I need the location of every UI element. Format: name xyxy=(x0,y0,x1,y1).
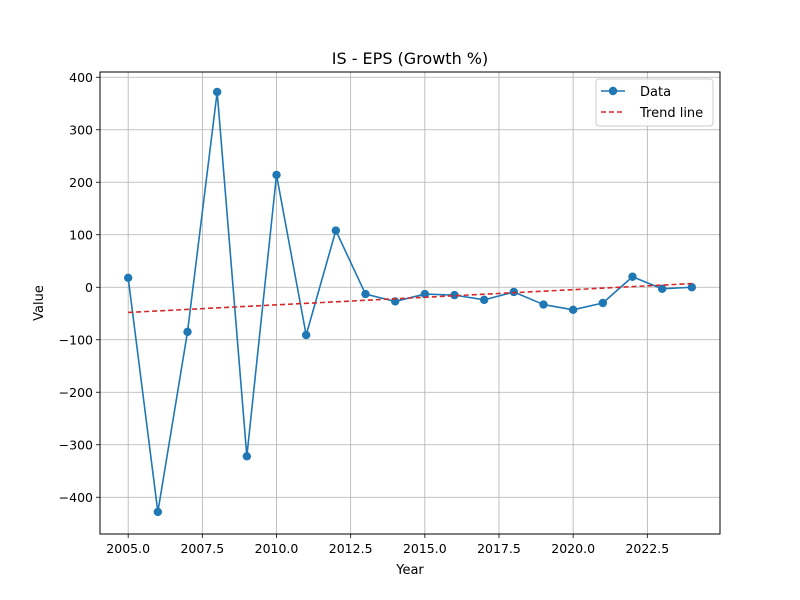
y-tick-label: 100 xyxy=(69,227,93,242)
y-tick-label: −300 xyxy=(59,437,93,452)
y-tick-label: 400 xyxy=(69,70,93,85)
data-point xyxy=(242,452,252,461)
data-point xyxy=(331,226,341,235)
x-axis-title: Year xyxy=(395,563,424,578)
data-point xyxy=(212,87,222,97)
series-layer xyxy=(123,87,697,517)
y-tick-label: −200 xyxy=(59,385,93,400)
data-point xyxy=(479,295,489,305)
legend-label-data: Data xyxy=(640,85,671,100)
y-tick-label: 0 xyxy=(85,280,93,295)
x-tick-label: 2007.5 xyxy=(180,541,224,556)
data-point xyxy=(450,290,459,300)
data-point xyxy=(420,289,430,299)
x-tick-label: 2010.0 xyxy=(255,541,299,556)
data-point xyxy=(123,273,133,282)
data-point xyxy=(568,305,578,315)
trend-line xyxy=(128,282,692,314)
x-tick-label: 2017.5 xyxy=(477,541,521,556)
data-point xyxy=(539,300,548,309)
data-point xyxy=(153,507,163,517)
x-tick-label: 2005.0 xyxy=(106,541,150,556)
legend: Data Trend line xyxy=(595,78,714,127)
data-point xyxy=(361,289,370,299)
y-tick-label: −400 xyxy=(59,490,93,505)
legend-label-trend: Trend line xyxy=(639,106,703,121)
data-point xyxy=(598,298,608,308)
legend-data-marker xyxy=(608,86,618,96)
x-tick-label: 2012.5 xyxy=(329,541,373,556)
x-axis-ticks: 2005.0 2007.5 2010.0 2012.5 2015.0 2017.5 2020… xyxy=(106,534,669,556)
chart-title: IS - EPS (Growth %) xyxy=(332,49,489,68)
data-point xyxy=(272,170,281,180)
y-tick-label: 200 xyxy=(69,175,93,190)
data-point xyxy=(301,330,311,340)
y-axis-ticks: 400 300 200 100 0 −100 −200 −300 −400 xyxy=(59,70,100,505)
y-axis-title: Value xyxy=(32,285,47,321)
legend-box xyxy=(595,78,714,127)
x-tick-label: 2015.0 xyxy=(403,541,447,556)
y-tick-label: 300 xyxy=(69,122,93,137)
data-point xyxy=(657,284,667,294)
x-tick-label: 2020.0 xyxy=(551,541,595,556)
data-point xyxy=(628,272,637,281)
grid xyxy=(100,72,720,534)
data-point xyxy=(183,327,192,337)
x-tick-label: 2022.5 xyxy=(625,541,669,556)
y-tick-label: −100 xyxy=(59,332,93,347)
plot-frame xyxy=(99,71,721,535)
data-point xyxy=(687,283,697,292)
